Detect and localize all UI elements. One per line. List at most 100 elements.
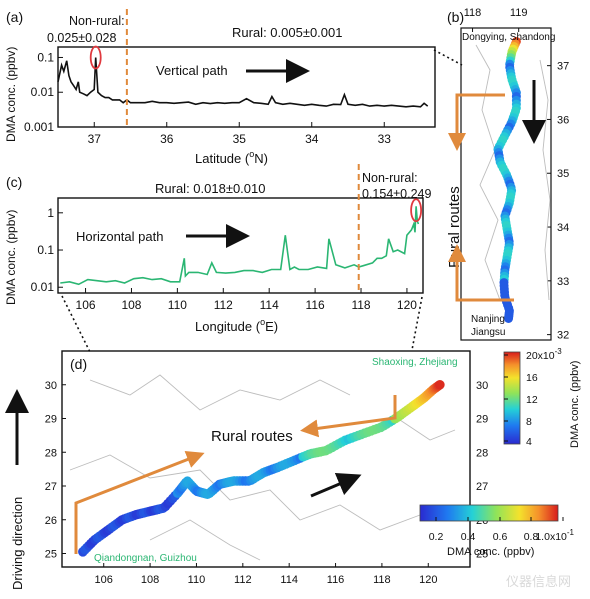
colorbar-d-tick-label: 0.8 <box>524 531 539 543</box>
panel-d-map-boundary <box>399 419 456 441</box>
panel-d-x-tick-label: 110 <box>188 574 206 586</box>
panel-b-y-tick-label: 32 <box>557 330 569 342</box>
panel-a-plot-area: 37 36 35 34 33 0.001 0.01 0.1 <box>24 9 429 146</box>
panel-d-x-tick-label: 112 <box>234 574 252 586</box>
route-point <box>504 313 514 323</box>
panel-c-ylabel: DMA conc. (ppbv) <box>4 210 18 305</box>
connector-c-d-left <box>61 295 91 353</box>
panel-d-direction-arrow <box>310 472 362 498</box>
panel-b-y-tick-label: 33 <box>557 276 569 288</box>
x-tick-label: 112 <box>214 298 233 312</box>
y-tick-label: 0.01 <box>31 280 55 294</box>
x-tick-label: 108 <box>121 298 141 312</box>
panel-d-label: (d) <box>70 356 87 372</box>
panel-b-frame <box>460 27 552 341</box>
peak-highlight-circle <box>89 45 102 70</box>
panel-b-start-label: Dongying, Shandong <box>462 32 555 43</box>
colorbar-d-tick-label: 1.0x10-1 <box>535 528 574 543</box>
colorbar-b-tick-label: 20x10-3 <box>526 347 562 362</box>
panel-b-map-boundary <box>475 44 501 301</box>
x-tick-label: 116 <box>306 298 325 312</box>
panel-c-axes-frame <box>57 197 424 294</box>
panel-c-rural-text: Rural: 0.018±0.010 <box>155 181 266 196</box>
panel-d-x-tick-label: 106 <box>95 574 113 586</box>
panel-a-ylabel: DMA conc. (ppbv) <box>4 47 18 142</box>
x-tick-label: 120 <box>397 298 417 312</box>
panel-c-path-text: Horizontal path <box>76 229 163 244</box>
colorbar-d-tick-group: 0.2 0.4 0.6 0.81.0x10-1 <box>429 517 575 543</box>
x-tick-label: 110 <box>168 298 187 312</box>
panel-d-y-tick-label-right: 29 <box>476 414 488 426</box>
panel-d-x-tick-label: 108 <box>141 574 159 586</box>
colorbar-d-gradient <box>419 504 559 522</box>
x-tick-label: 34 <box>305 132 319 146</box>
panel-a-xlabel: Latitude (oN) <box>195 149 268 166</box>
colorbar-b-exponent: -3 <box>555 347 563 356</box>
y-tick-label: 0.1 <box>37 243 54 257</box>
panel-d-map-boundary <box>89 374 351 411</box>
panel-d-x-tick-label: 118 <box>373 574 391 586</box>
panel-b-end-label-1: Nanjing <box>471 314 505 325</box>
x-tick-label: 118 <box>351 298 370 312</box>
colorbar-b-title: DMA conc. (ppbv) <box>569 361 581 448</box>
peak-highlight-circle <box>410 198 423 223</box>
colorbar-b-tick-label: 16 <box>526 372 538 384</box>
y-tick-label: 0.01 <box>31 85 55 99</box>
panel-d: 1061081101121141161181202525262627272828… <box>4 350 488 590</box>
panel-c: (c) 106 108 110 112 114 116 118 120 0.01 0.1 1 Rur… <box>4 164 431 334</box>
panel-c-nonrural-label: Non-rural: <box>362 171 418 185</box>
connector-c-d-right <box>411 296 423 351</box>
colorbar-d: 0.2 0.4 0.6 0.81.0x10-1 DMA conc. (ppbv) <box>419 504 575 558</box>
panel-b-y-tick-label: 34 <box>557 222 569 234</box>
panel-b-route-arrow-top <box>448 93 505 151</box>
colorbar-d-exponent: -1 <box>567 528 575 537</box>
colorbar-b-tick-label: 8 <box>526 416 532 428</box>
panel-b-y-tick-label: 37 <box>557 61 569 73</box>
panel-b: 118 119 32 33 34 35 36 37 (b) Dongying, Shandon… <box>446 7 569 342</box>
colorbar-b-gradient <box>503 351 521 445</box>
colorbar-d-tick-label: 0.4 <box>461 531 476 543</box>
colorbar-b: 20x10-3 16 12 8 4 DMA conc. (ppbv) <box>503 347 581 448</box>
panel-b-y-tick-label: 36 <box>557 114 569 126</box>
panel-b-y-tick-label: 35 <box>557 168 569 180</box>
panel-d-y-tick-label-right: 28 <box>476 447 488 459</box>
panel-d-route-arrow-lower <box>74 450 205 554</box>
panel-d-start-label: Qiandongnan, Guizhou <box>94 553 197 564</box>
panel-a-label: (a) <box>6 9 23 25</box>
panel-d-routes-label: Rural routes <box>211 428 293 445</box>
panel-b-map-area: 118 119 32 33 34 35 36 37 <box>460 7 569 342</box>
colorbar-b-tick-label: 12 <box>526 394 538 406</box>
panel-d-y-tick-label: 30 <box>45 380 57 392</box>
panel-d-end-label: Shaoxing, Zhejiang <box>372 357 458 368</box>
panel-d-y-tick-label: 25 <box>45 549 57 561</box>
panel-b-route-arrow-bottom <box>448 244 514 302</box>
panel-b-x-tick-label: 118 <box>464 7 482 19</box>
panel-d-y-tick-label-right: 27 <box>476 481 488 493</box>
panel-c-nonrural-value: 0.154±0.249 <box>362 187 431 201</box>
panel-d-y-tick-label: 26 <box>45 515 57 527</box>
x-tick-label: 35 <box>233 132 247 146</box>
panel-d-map-boundary <box>69 454 421 531</box>
panel-a-nonrural-value: 0.025±0.028 <box>47 31 116 45</box>
panel-b-routes-label: Rural routes <box>446 186 463 268</box>
x-tick-label: 36 <box>160 132 174 146</box>
panel-d-y-tick-label-right: 30 <box>476 380 488 392</box>
panel-c-plot-area: 106 108 110 112 114 116 118 120 0.01 0.1 1 <box>31 164 423 312</box>
panel-c-xlabel: Longitude (oE) <box>195 317 278 334</box>
y-tick-label: 0.001 <box>24 120 54 134</box>
panel-d-route-arrow-upper <box>300 395 397 438</box>
panel-b-x-tick-label: 119 <box>510 7 528 19</box>
panel-b-label: (b) <box>447 9 464 25</box>
panel-d-map-boundary <box>149 519 261 561</box>
colorbar-d-title: DMA conc. (ppbv) <box>447 546 534 558</box>
x-tick-label: 114 <box>260 298 279 312</box>
watermark: 仪器信息网 <box>506 574 571 590</box>
panel-d-axes-frame <box>61 350 471 568</box>
panel-c-label: (c) <box>6 174 22 190</box>
panel-d-y-tick-label: 28 <box>45 447 57 459</box>
driving-direction-label: Driving direction <box>10 497 25 590</box>
panel-b-end-label-2: Jiangsu <box>471 327 505 338</box>
panel-a-path-text: Vertical path <box>156 63 228 78</box>
panel-d-y-tick-label: 27 <box>45 481 57 493</box>
route-point <box>435 379 445 390</box>
